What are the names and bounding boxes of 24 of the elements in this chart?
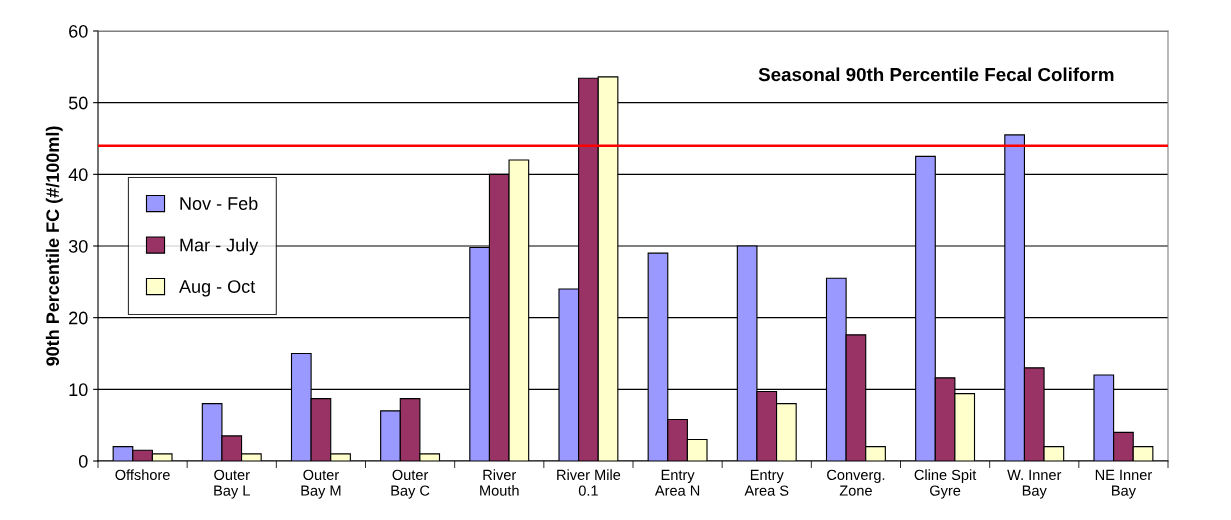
legend-label: Mar - July <box>180 238 259 256</box>
x-tick-label: Outer Bay M <box>301 469 341 499</box>
x-tick-label: Converg. Zone <box>827 469 885 496</box>
y-axis-title: 90th Percentile FC (#/100ml) <box>45 126 63 366</box>
x-tick-label: Outer Bay L <box>214 469 250 499</box>
x-tick-label: Entry Area S <box>744 469 789 496</box>
legend-label: Nov - Feb <box>180 196 258 210</box>
x-tick-label: River Mile 0.1 <box>557 469 621 496</box>
text: Seasonal 90th Percentile Fecal Coliform <box>758 67 1114 82</box>
y-tick-label: 50 <box>68 96 88 110</box>
x-tick-label: W. Inner Bay <box>1007 469 1062 499</box>
y-tick-label: 0 <box>78 454 88 468</box>
y-tick-label: 20 <box>69 311 88 325</box>
x-tick-label: Entry Area N <box>654 469 700 496</box>
x-tick-label: NE Inner Bay <box>1095 469 1152 499</box>
y-tick-label: 40 <box>68 168 88 182</box>
x-tick-label: Outer Bay C <box>391 469 430 499</box>
legend-label: Aug - Oct <box>179 280 256 297</box>
y-tick-label: 30 <box>68 239 88 253</box>
x-tick-label: Cline Spit Gyre <box>914 469 977 499</box>
y-tick-label: 60 <box>69 24 88 38</box>
x-tick-label: Offshore <box>115 469 170 481</box>
y-tick-label: 10 <box>69 383 88 397</box>
x-tick-label: River Mouth <box>480 469 519 496</box>
